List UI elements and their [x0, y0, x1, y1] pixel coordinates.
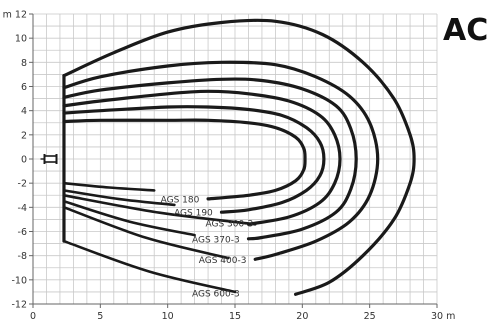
y-tick-label: -6	[18, 227, 27, 238]
y-tick-label: -2	[18, 179, 27, 190]
y-tick-label: 6	[21, 82, 27, 93]
axis-layer: -12 -10 -8 -6 -4 -2 0 2 4 6 8 10 m 12 0 5 10 15 20 25 30 m	[3, 10, 456, 323]
curves-layer	[62, 18, 416, 296]
y-tick-label: -4	[18, 203, 27, 214]
series-label-5: AGS 400-3	[199, 256, 247, 266]
series-curve-2	[62, 105, 326, 214]
x-tick-label: 20	[296, 311, 308, 322]
series-label-4: AGS 370-3	[192, 235, 240, 245]
series-curve-4	[62, 77, 358, 241]
series-curve-1	[62, 118, 307, 201]
y-tick-label: -10	[11, 275, 27, 286]
series-curve-5	[62, 60, 380, 261]
machine-symbol	[40, 154, 58, 164]
y-tick-label: 10	[15, 34, 27, 45]
machine-body	[43, 155, 58, 163]
machine-icon	[40, 154, 58, 164]
y-tick-label: 0	[21, 155, 27, 166]
x-tick-label: 30 m	[431, 311, 455, 322]
y-tick-label: -12	[11, 300, 27, 311]
series-leader-2	[62, 189, 176, 207]
x-tick-label: 15	[229, 311, 241, 322]
chart-title: AC	[443, 13, 488, 48]
y-tick-label: 4	[21, 106, 27, 117]
series-leader-4	[62, 200, 196, 237]
series-leader-3	[62, 194, 257, 226]
y-tick-label: -8	[18, 251, 27, 262]
series-leader-5	[62, 206, 230, 260]
series-leader-6	[62, 239, 237, 294]
series-leader-1	[62, 181, 156, 192]
series-label-2: AGS 190	[174, 209, 213, 219]
x-tick-label: 25	[364, 311, 376, 322]
y-tick-label: 2	[21, 130, 27, 141]
series-curve-6	[62, 18, 416, 296]
series-label-6: AGS 600-3	[192, 290, 240, 300]
series-label-3: AGS 300-3	[205, 220, 253, 230]
x-tick-label: 5	[97, 311, 103, 322]
x-tick-label: 0	[30, 311, 36, 322]
x-tick-label: 10	[162, 311, 174, 322]
y-tick-label: 8	[21, 58, 27, 69]
series-label-1: AGS 180	[161, 195, 200, 205]
y-tick-label: m 12	[3, 10, 27, 21]
series-curve-3	[62, 89, 342, 226]
